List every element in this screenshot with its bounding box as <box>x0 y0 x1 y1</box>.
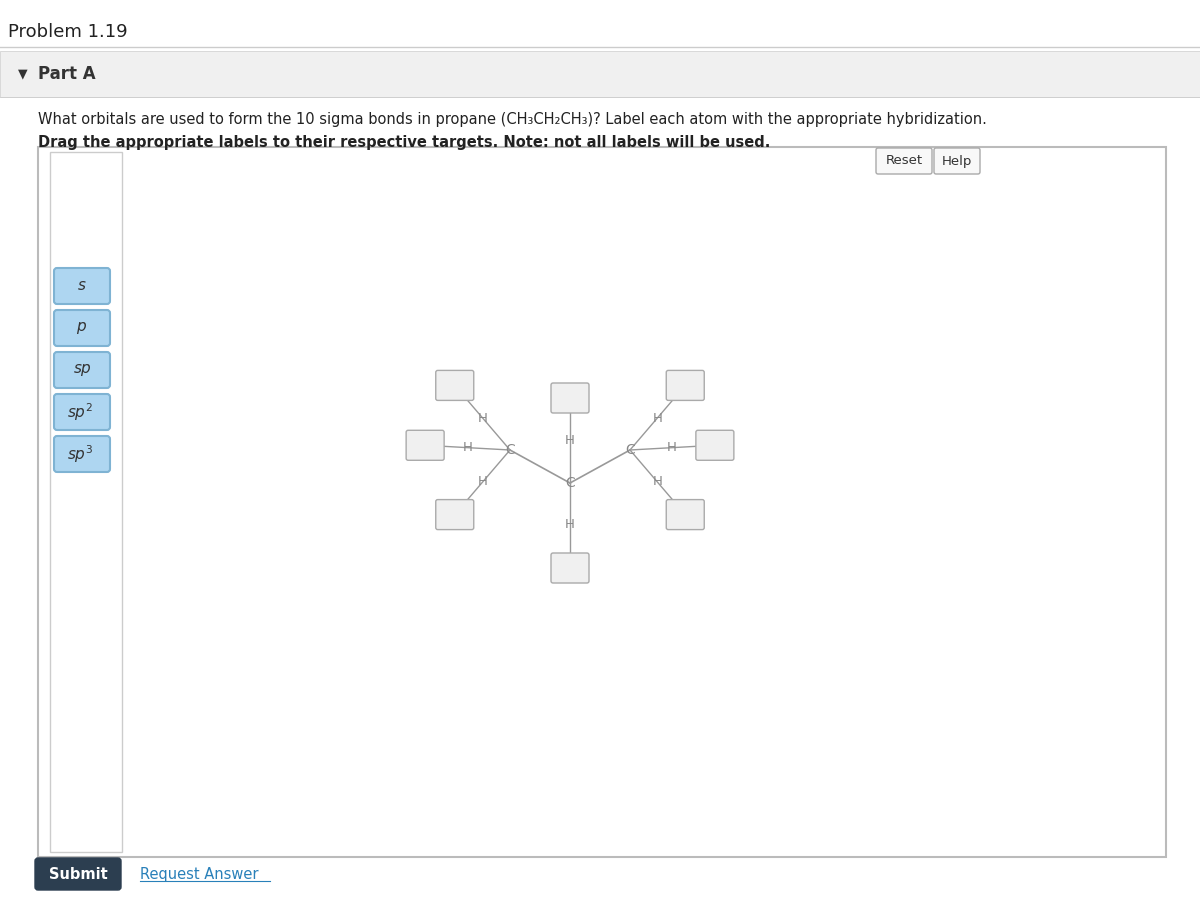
Text: H: H <box>565 519 575 531</box>
Text: C: C <box>505 443 515 457</box>
Text: $p$: $p$ <box>77 320 88 336</box>
FancyBboxPatch shape <box>436 500 474 529</box>
FancyBboxPatch shape <box>551 383 589 413</box>
FancyBboxPatch shape <box>54 394 110 430</box>
Text: H: H <box>653 475 662 489</box>
Text: $sp^3$: $sp^3$ <box>67 443 94 465</box>
FancyBboxPatch shape <box>551 553 589 583</box>
Text: C: C <box>625 443 635 457</box>
FancyBboxPatch shape <box>54 268 110 304</box>
Text: Problem 1.19: Problem 1.19 <box>8 23 127 41</box>
FancyBboxPatch shape <box>666 500 704 529</box>
Text: H: H <box>478 412 487 424</box>
FancyBboxPatch shape <box>406 430 444 461</box>
Text: C: C <box>565 476 575 490</box>
Text: H: H <box>478 475 487 489</box>
FancyBboxPatch shape <box>934 148 980 174</box>
FancyBboxPatch shape <box>38 147 1166 857</box>
FancyBboxPatch shape <box>35 858 121 890</box>
FancyBboxPatch shape <box>0 51 1200 97</box>
FancyBboxPatch shape <box>436 370 474 400</box>
FancyBboxPatch shape <box>54 436 110 472</box>
FancyBboxPatch shape <box>54 352 110 388</box>
Text: ▼: ▼ <box>18 68 28 81</box>
Text: H: H <box>667 441 677 454</box>
Text: H: H <box>463 441 473 454</box>
FancyBboxPatch shape <box>666 370 704 400</box>
Text: Help: Help <box>942 155 972 167</box>
Text: Request Answer: Request Answer <box>140 866 258 881</box>
Text: $s$: $s$ <box>77 279 86 293</box>
FancyBboxPatch shape <box>50 152 122 852</box>
FancyBboxPatch shape <box>876 148 932 174</box>
FancyBboxPatch shape <box>54 310 110 346</box>
Text: H: H <box>653 412 662 424</box>
Text: $sp$: $sp$ <box>72 362 91 378</box>
Text: Submit: Submit <box>49 866 107 881</box>
Text: $sp^2$: $sp^2$ <box>67 401 94 423</box>
Text: Drag the appropriate labels to their respective targets. Note: not all labels wi: Drag the appropriate labels to their res… <box>38 135 770 150</box>
Text: What orbitals are used to form the 10 sigma bonds in propane (CH₃CH₂CH₃)? Label : What orbitals are used to form the 10 si… <box>38 112 986 127</box>
Text: H: H <box>565 434 575 447</box>
FancyBboxPatch shape <box>696 430 734 461</box>
Text: Reset: Reset <box>886 155 923 167</box>
Text: Part A: Part A <box>38 65 96 83</box>
